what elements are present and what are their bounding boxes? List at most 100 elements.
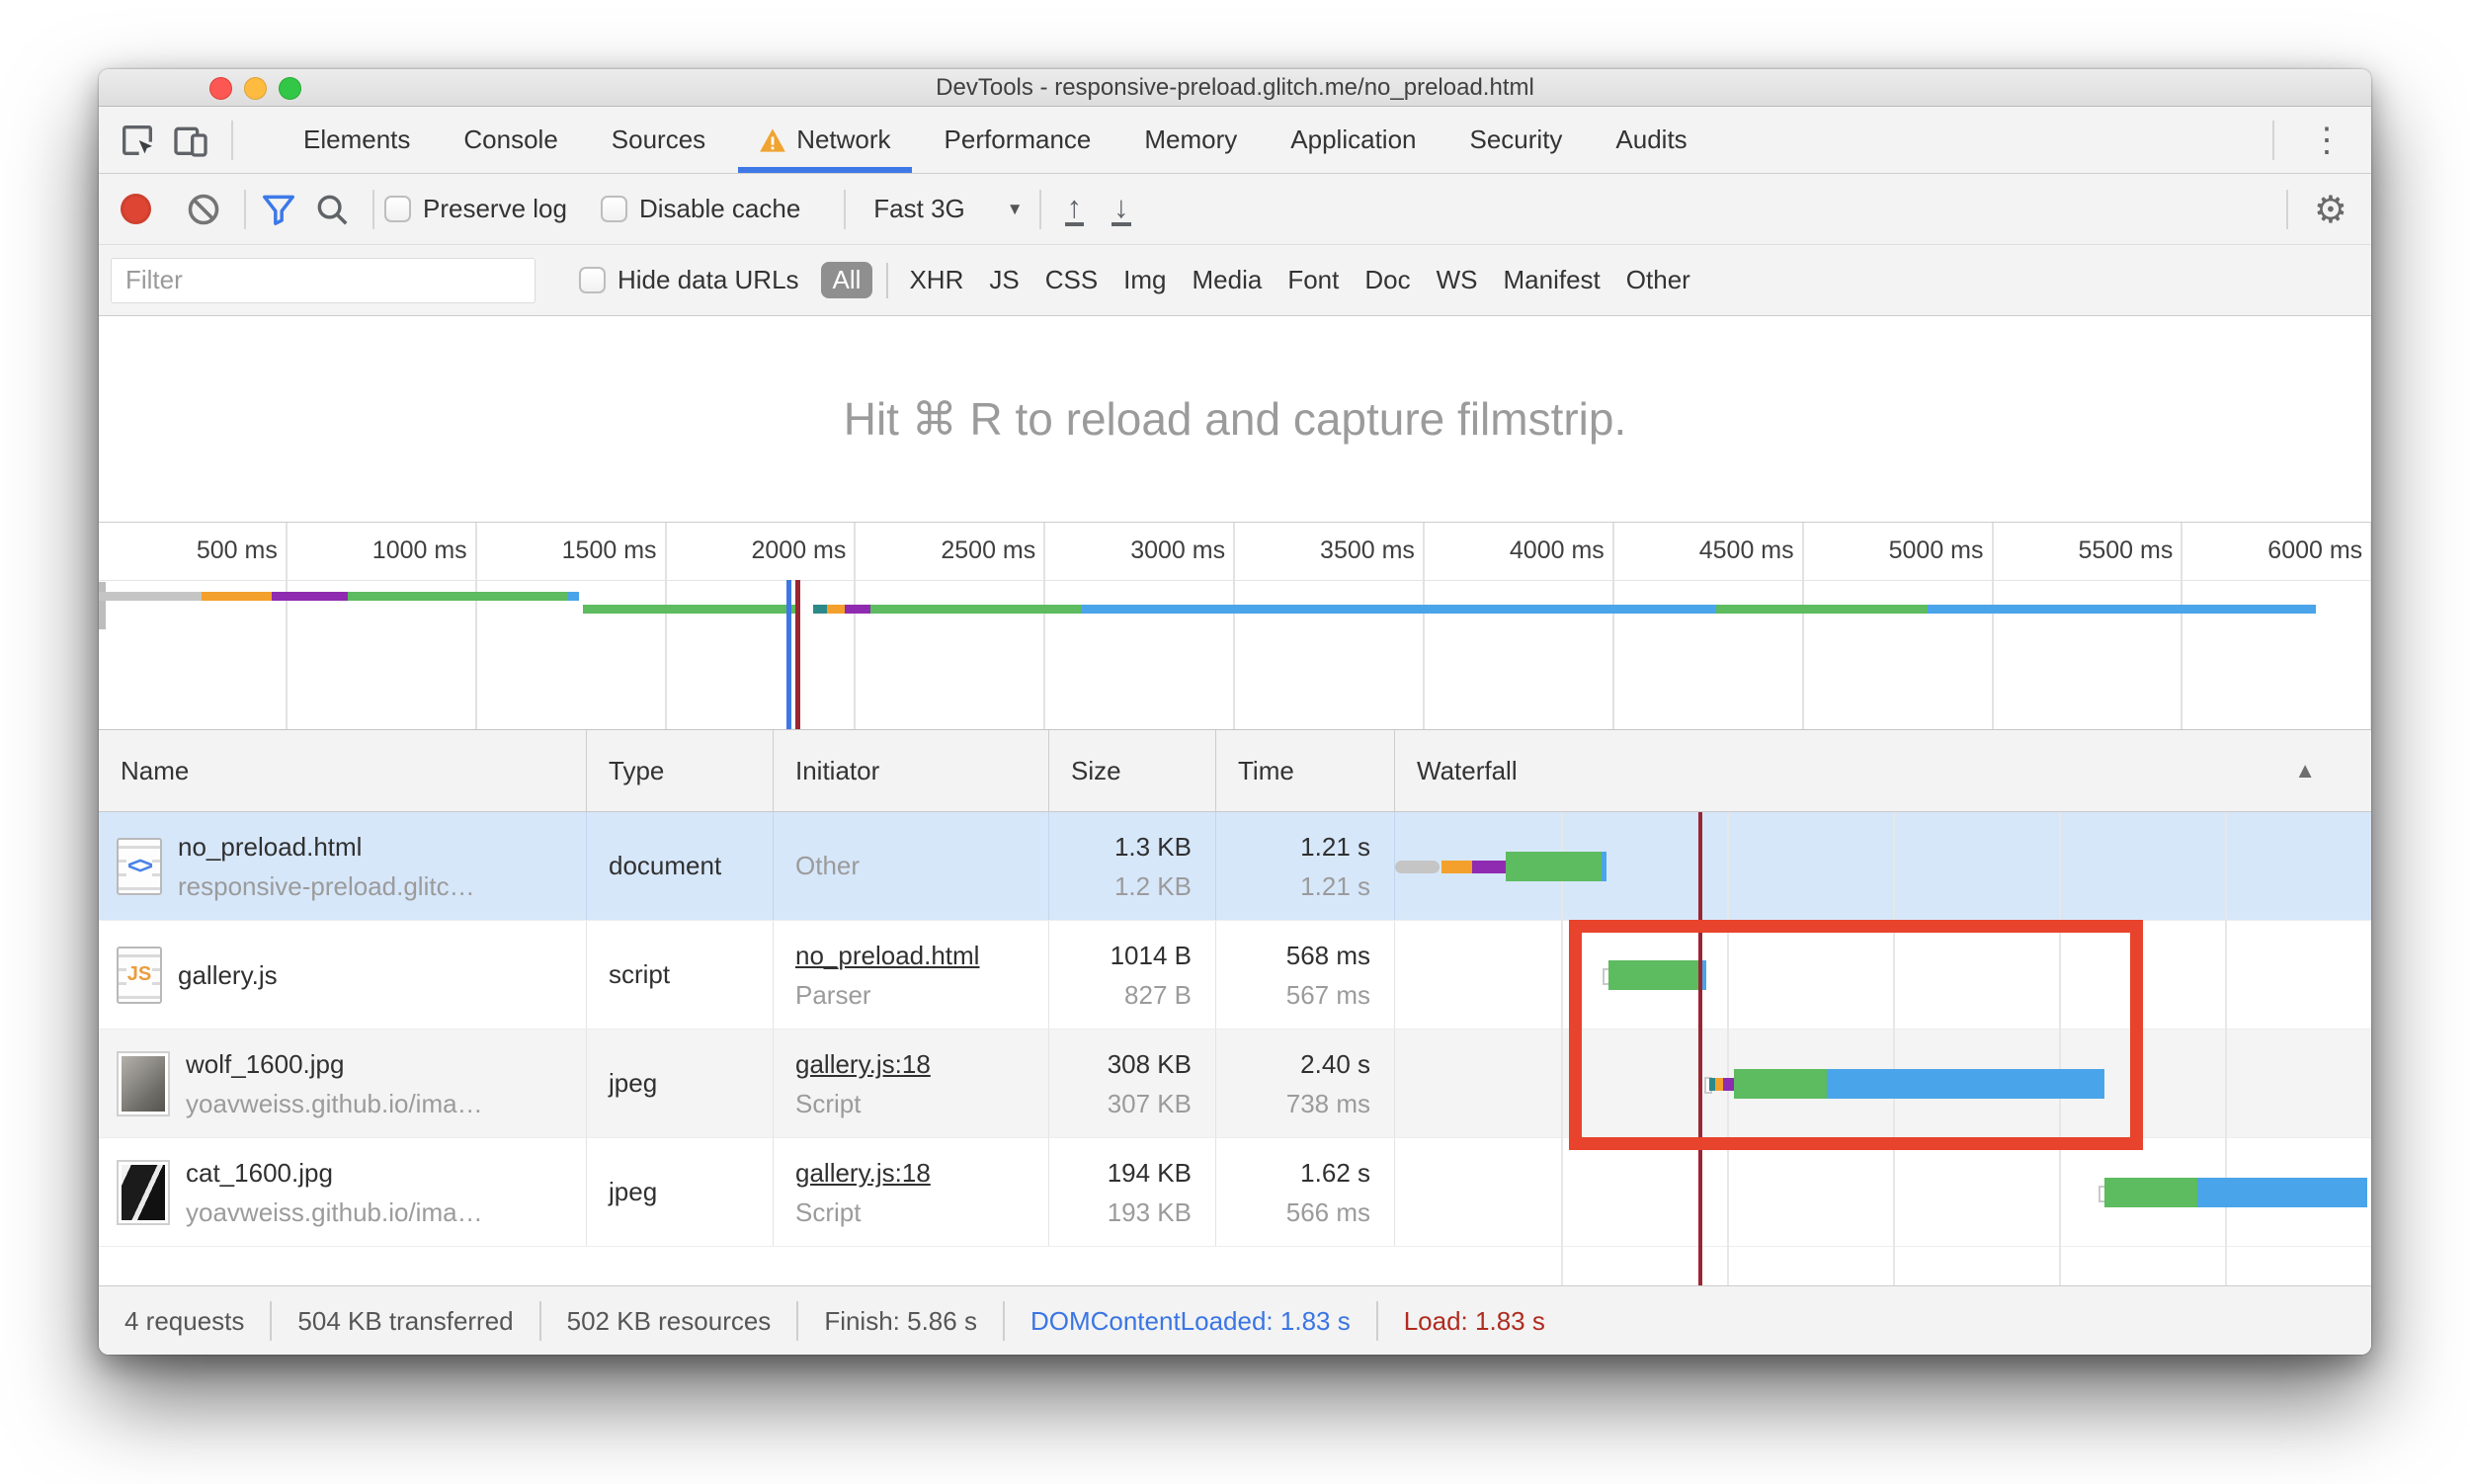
import-har-icon[interactable]: ↑ bbox=[1064, 189, 1085, 226]
initiator-link[interactable]: gallery.js:18 bbox=[795, 1157, 931, 1188]
tab-audits[interactable]: Audits bbox=[1589, 107, 1713, 173]
overview-request-segment bbox=[813, 605, 828, 614]
filter-chip-js[interactable]: JS bbox=[989, 265, 1020, 294]
export-har-icon[interactable]: ↓ bbox=[1112, 189, 1131, 226]
name-cell[interactable]: cat_1600.jpg yoavweiss.github.io/ima… bbox=[99, 1138, 587, 1246]
timeline-tick-label: 2500 ms bbox=[941, 536, 1036, 564]
time-cell: 1.21 s 1.21 s bbox=[1216, 812, 1395, 920]
zoom-window-button[interactable] bbox=[279, 77, 301, 100]
request-name: no_preload.html bbox=[178, 831, 363, 862]
filter-chip-all[interactable]: All bbox=[820, 262, 873, 298]
tab-label: Network bbox=[796, 124, 891, 154]
initiator-kind: Parser bbox=[795, 979, 871, 1010]
filter-chip-manifest[interactable]: Manifest bbox=[1503, 265, 1601, 294]
overview-request-segment bbox=[99, 592, 202, 601]
filter-chip-ws[interactable]: WS bbox=[1436, 265, 1478, 294]
tab-sources[interactable]: Sources bbox=[585, 107, 732, 173]
network-toolbar: Preserve log Disable cache Fast 3G ▼ ↑ ↓… bbox=[99, 174, 2371, 245]
hide-data-urls-label[interactable]: Hide data URLs bbox=[618, 265, 799, 294]
minimize-window-button[interactable] bbox=[244, 77, 267, 100]
status-dcl[interactable]: DOMContentLoaded: 1.83 s bbox=[1002, 1301, 1376, 1341]
column-header-waterfall[interactable]: Waterfall ▲ bbox=[1395, 730, 2371, 811]
window-titlebar[interactable]: DevTools - responsive-preload.glitch.me/… bbox=[99, 69, 2371, 107]
tab-security[interactable]: Security bbox=[1443, 107, 1590, 173]
overview-request-segment bbox=[1928, 605, 2317, 614]
column-header-label: Time bbox=[1238, 755, 1294, 785]
name-cell[interactable]: <> no_preload.html responsive-preload.glit… bbox=[99, 812, 587, 920]
tab-label: Sources bbox=[611, 124, 706, 154]
overview-request-segment bbox=[567, 592, 580, 601]
network-throttling-select[interactable]: Fast 3G ▼ bbox=[873, 194, 1023, 224]
name-cell[interactable]: wolf_1600.jpg yoavweiss.github.io/ima… bbox=[99, 1030, 587, 1137]
filter-chip-font[interactable]: Font bbox=[1287, 265, 1340, 294]
request-domain: yoavweiss.github.io/ima… bbox=[186, 1088, 483, 1118]
size-cell: 308 KB 307 KB bbox=[1049, 1030, 1216, 1137]
filter-chip-img[interactable]: Img bbox=[1123, 265, 1167, 294]
panel-tabs: Elements Console Sources Network Performance… bbox=[277, 107, 1714, 173]
tab-label: Memory bbox=[1144, 124, 1238, 154]
tab-performance[interactable]: Performance bbox=[918, 107, 1118, 173]
device-toolbar-icon[interactable] bbox=[168, 118, 213, 163]
preserve-log-checkbox[interactable] bbox=[384, 196, 411, 222]
network-status-bar: 4 requests 504 KB transferred 502 KB resou… bbox=[99, 1285, 2371, 1355]
initiator-link[interactable]: gallery.js:18 bbox=[795, 1048, 931, 1079]
resource-size: 193 KB bbox=[1107, 1196, 1192, 1227]
overview-request-segment bbox=[845, 605, 870, 614]
tab-elements[interactable]: Elements bbox=[277, 107, 437, 173]
filter-chip-css[interactable]: CSS bbox=[1044, 265, 1099, 294]
traffic-lights bbox=[209, 77, 301, 100]
status-summary-item: 4 requests bbox=[124, 1305, 245, 1336]
name-cell[interactable]: JS gallery.js bbox=[99, 921, 587, 1029]
more-options-icon[interactable]: ⋮ bbox=[2310, 121, 2346, 159]
latency-time: 567 ms bbox=[1285, 979, 1370, 1010]
sort-ascending-icon[interactable]: ▲ bbox=[2294, 758, 2316, 783]
tab-application[interactable]: Application bbox=[1264, 107, 1442, 173]
waterfall-cell bbox=[1395, 1138, 2371, 1246]
toolbar-divider bbox=[1038, 189, 1041, 229]
search-icon[interactable] bbox=[309, 187, 355, 232]
filter-chip-doc[interactable]: Doc bbox=[1364, 265, 1411, 294]
request-row[interactable]: cat_1600.jpg yoavweiss.github.io/ima… jpeg… bbox=[99, 1138, 2371, 1247]
tab-network[interactable]: Network bbox=[732, 107, 917, 173]
network-overview-timeline[interactable]: 500 ms 1000 ms 1500 ms 2000 ms 2500 ms 3000 m… bbox=[99, 522, 2371, 730]
status-load[interactable]: Load: 1.83 s bbox=[1375, 1301, 1571, 1341]
filter-icon[interactable] bbox=[256, 187, 301, 232]
window-title: DevTools - responsive-preload.glitch.me/… bbox=[936, 73, 1534, 101]
column-header-time[interactable]: Time bbox=[1216, 730, 1395, 811]
initiator-cell: gallery.js:18 Script bbox=[774, 1030, 1049, 1137]
network-settings-area: ⚙ bbox=[2276, 174, 2347, 245]
timeline-tick-label: 5500 ms bbox=[2078, 536, 2174, 564]
overview-gridline bbox=[664, 523, 667, 729]
request-row[interactable]: <> no_preload.html responsive-preload.glit… bbox=[99, 812, 2371, 921]
close-window-button[interactable] bbox=[209, 77, 232, 100]
column-header-initiator[interactable]: Initiator bbox=[774, 730, 1049, 811]
column-header-name[interactable]: Name bbox=[99, 730, 587, 811]
filter-chip-other[interactable]: Other bbox=[1625, 265, 1690, 294]
disable-cache-label[interactable]: Disable cache bbox=[638, 194, 801, 223]
settings-gear-icon[interactable]: ⚙ bbox=[2313, 189, 2347, 231]
tab-label: Audits bbox=[1615, 124, 1688, 154]
column-header-size[interactable]: Size bbox=[1049, 730, 1216, 811]
request-row[interactable]: JS gallery.js script no_preload.html Parser 1… bbox=[99, 921, 2371, 1030]
disable-cache-checkbox[interactable] bbox=[600, 196, 627, 222]
filter-chip-xhr[interactable]: XHR bbox=[909, 265, 964, 294]
overview-request-segment bbox=[1715, 605, 1929, 614]
inspect-element-icon[interactable] bbox=[115, 118, 160, 163]
tab-memory[interactable]: Memory bbox=[1117, 107, 1264, 173]
column-header-type[interactable]: Type bbox=[587, 730, 774, 811]
filter-input[interactable] bbox=[111, 257, 535, 303]
record-network-log-button[interactable] bbox=[121, 194, 151, 224]
column-header-label: Waterfall bbox=[1417, 755, 1518, 785]
timeline-tick-label: 4500 ms bbox=[1698, 536, 1794, 564]
request-row[interactable]: wolf_1600.jpg yoavweiss.github.io/ima… jpe… bbox=[99, 1030, 2371, 1138]
filter-chip-media[interactable]: Media bbox=[1192, 265, 1263, 294]
overview-gridline bbox=[285, 523, 288, 729]
resource-size: 1.2 KB bbox=[1113, 870, 1192, 901]
hide-data-urls-checkbox[interactable] bbox=[579, 267, 606, 293]
clear-network-log-icon[interactable] bbox=[181, 187, 226, 232]
overview-handle[interactable] bbox=[99, 582, 106, 629]
timeline-tick-label: 3000 ms bbox=[1130, 536, 1226, 564]
initiator-link[interactable]: no_preload.html bbox=[795, 940, 980, 970]
preserve-log-label[interactable]: Preserve log bbox=[423, 194, 567, 223]
tab-console[interactable]: Console bbox=[437, 107, 584, 173]
